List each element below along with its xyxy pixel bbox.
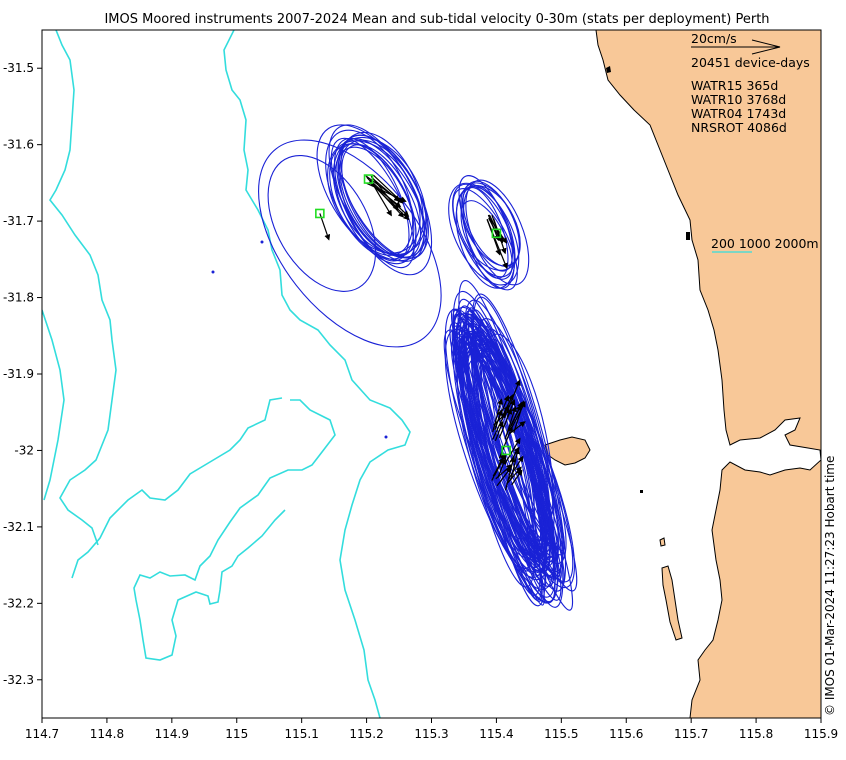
y-tick-label: -32 bbox=[14, 443, 34, 457]
arrow-nrsrot bbox=[504, 456, 516, 491]
bathymetry-label: 200 1000 2000m bbox=[711, 236, 819, 251]
x-tick-label: 115.2 bbox=[349, 727, 383, 741]
ellipse-watr10 bbox=[327, 140, 421, 254]
legend-site-nrsrot: NRSROT 4086d bbox=[691, 120, 787, 135]
ellipse-nrsrot bbox=[485, 328, 555, 534]
ellipse-nrsrot bbox=[463, 323, 559, 548]
credit-label: © IMOS 01-Mar-2024 11:27:23 Hobart time bbox=[823, 456, 837, 716]
arrow-nrsrot bbox=[506, 404, 522, 435]
x-tick-label: 115.3 bbox=[414, 727, 448, 741]
station-marker-nrsrot bbox=[501, 445, 511, 456]
ellipse-nrsrot bbox=[463, 351, 548, 573]
x-tick-label: 115.9 bbox=[804, 727, 838, 741]
legend-site-watr15: WATR15 365d bbox=[691, 78, 778, 93]
x-axis: 114.7 114.8 114.9 115 115.1 115.2 115.3 115.4 11… bbox=[25, 718, 838, 741]
land-garden-island bbox=[661, 565, 683, 641]
minor-dots bbox=[211, 240, 388, 439]
ellipse-nrsrot bbox=[456, 312, 574, 583]
x-tick-label: 114.9 bbox=[155, 727, 189, 741]
arrow-nrsrot bbox=[494, 409, 503, 431]
legend: 20cm/s 20451 device-days WATR15 365d WAT… bbox=[691, 31, 819, 251]
legend-site-watr10: WATR10 3768d bbox=[691, 92, 786, 107]
x-tick-label: 115.5 bbox=[544, 727, 578, 741]
y-axis: -31.5 -31.6 -31.7 -31.8 -31.9 -32 -32.1 -32.2 -3… bbox=[3, 61, 42, 687]
y-tick-label: -31.6 bbox=[3, 138, 34, 152]
station-markers bbox=[315, 174, 511, 456]
x-tick-label: 114.7 bbox=[25, 727, 59, 741]
y-tick-label: -32.2 bbox=[3, 596, 34, 610]
arrow-nrsrot bbox=[511, 469, 523, 486]
x-tick-label: 115.1 bbox=[284, 727, 318, 741]
map-title: IMOS Moored instruments 2007-2024 Mean a… bbox=[104, 12, 769, 27]
station-marker-watr15 bbox=[315, 208, 325, 219]
y-tick-label: -32.1 bbox=[3, 520, 34, 534]
ellipse-watr10 bbox=[333, 137, 410, 262]
arrow-watr10 bbox=[371, 181, 410, 217]
x-tick-label: 115.7 bbox=[674, 727, 708, 741]
ellipse-nrsrot bbox=[465, 310, 555, 579]
x-tick-label: 115 bbox=[225, 727, 248, 741]
ellipse-watr04 bbox=[458, 175, 513, 272]
ellipse-watr10 bbox=[330, 137, 415, 269]
arrow-watr10 bbox=[369, 179, 392, 217]
arrow-watr10 bbox=[370, 175, 399, 211]
land-mainland bbox=[595, 30, 821, 718]
arrow-watr10 bbox=[373, 174, 404, 204]
arrow-nrsrot bbox=[494, 420, 504, 442]
ellipse-nrsrot bbox=[463, 322, 541, 596]
y-tick-label: -31.5 bbox=[3, 61, 34, 75]
ellipse-nrsrot bbox=[464, 299, 553, 564]
arrow-watr04 bbox=[486, 219, 508, 270]
arrow-nrsrot bbox=[497, 458, 507, 479]
land-rottnest-island bbox=[544, 436, 591, 466]
ellipse-watr10 bbox=[341, 144, 422, 259]
arrow-nrsrot bbox=[506, 379, 521, 414]
arrow-nrsrot bbox=[510, 401, 526, 430]
arrow-watr10 bbox=[371, 177, 401, 202]
x-tick-label: 115.8 bbox=[739, 727, 773, 741]
isobath-lines bbox=[42, 30, 752, 718]
legend-site-watr04: WATR04 1743d bbox=[691, 106, 786, 121]
plot-area bbox=[42, 30, 821, 718]
arrow-nrsrot bbox=[506, 399, 516, 418]
ellipse-nrsrot bbox=[461, 322, 542, 601]
device-days-label: 20451 device-days bbox=[691, 55, 810, 70]
arrow-nrsrot bbox=[507, 455, 524, 481]
ellipse-watr15 bbox=[267, 154, 377, 292]
ellipse-nrsrot bbox=[458, 315, 535, 556]
station-marker-watr04 bbox=[491, 228, 502, 239]
arrow-watr04 bbox=[493, 218, 507, 255]
arrow-nrsrot bbox=[510, 447, 520, 480]
arrow-nrsrot bbox=[496, 466, 512, 487]
x-tick-label: 115.6 bbox=[609, 727, 643, 741]
scale-label: 20cm/s bbox=[691, 31, 737, 46]
y-tick-label: -32.3 bbox=[3, 673, 34, 687]
y-tick-label: -31.8 bbox=[3, 291, 34, 305]
ellipse-watr10 bbox=[337, 134, 433, 276]
ellipse-nrsrot bbox=[450, 308, 547, 589]
x-tick-label: 114.8 bbox=[90, 727, 124, 741]
arrow-nrsrot bbox=[493, 453, 507, 476]
ellipse-watr04 bbox=[461, 187, 509, 279]
ellipse-nrsrot bbox=[471, 293, 567, 592]
ellipse-nrsrot bbox=[462, 332, 535, 540]
y-tick-label: -31.9 bbox=[3, 367, 34, 381]
arrow-nrsrot bbox=[504, 437, 521, 464]
arrow-nrsrot bbox=[500, 393, 514, 419]
y-tick-label: -31.7 bbox=[3, 214, 34, 228]
ellipse-watr10 bbox=[325, 129, 414, 256]
ellipse-nrsrot bbox=[453, 306, 553, 555]
station-marker-watr10 bbox=[363, 174, 374, 184]
arrow-nrsrot bbox=[493, 412, 508, 426]
x-tick-label: 115.4 bbox=[479, 727, 513, 741]
